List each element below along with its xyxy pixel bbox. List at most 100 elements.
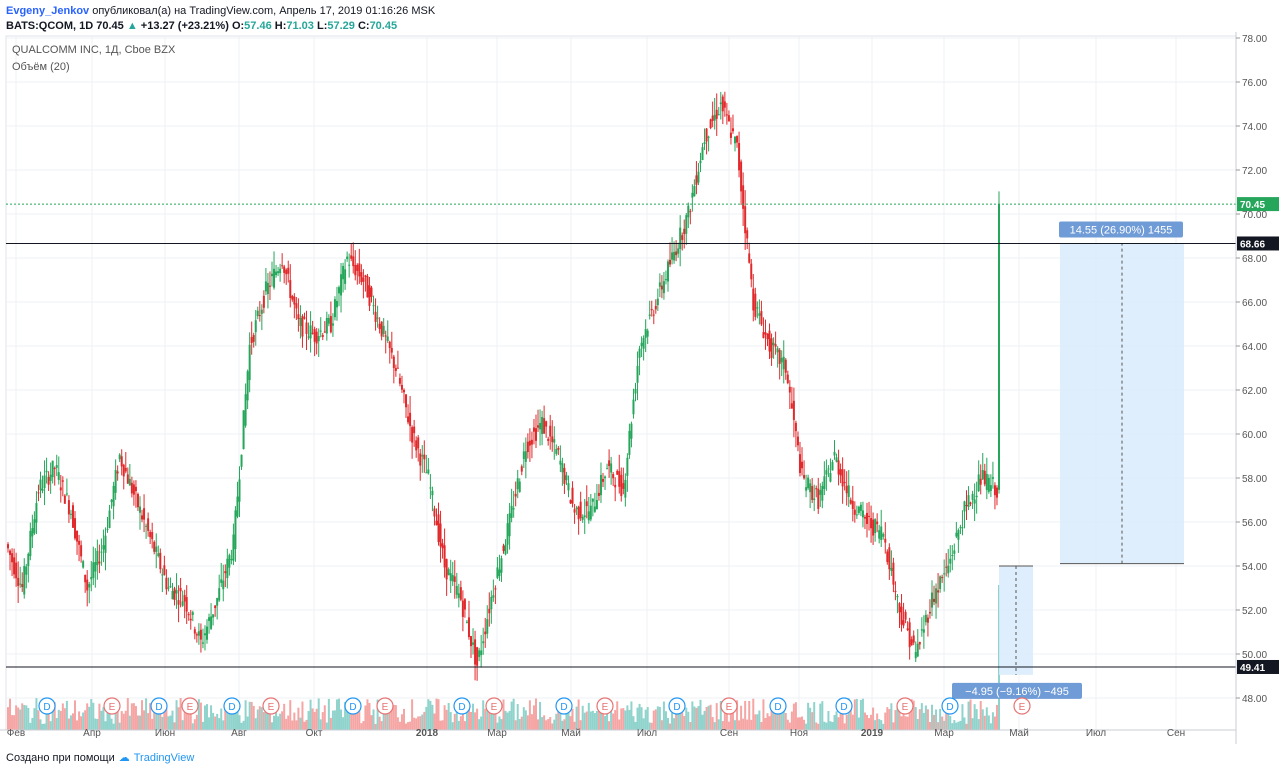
candle-body [599, 474, 602, 496]
volume-bar [699, 699, 702, 730]
candle-body [484, 631, 487, 635]
candle-body [975, 495, 978, 498]
event-marker-label: D [560, 702, 567, 713]
candle-body [945, 566, 948, 568]
candle-body [870, 518, 873, 529]
candle-body [534, 428, 537, 441]
candle-body [171, 591, 174, 600]
candle-body [693, 186, 696, 197]
volume-bar [344, 702, 347, 730]
candle-body [551, 436, 554, 443]
volume-bar [419, 716, 422, 730]
volume-bar [933, 714, 936, 730]
volume-bar [697, 706, 700, 730]
volume-bar [273, 715, 276, 730]
candle-body [758, 313, 761, 316]
candle-body [695, 175, 698, 185]
volume-bar [392, 704, 395, 730]
candle-body [831, 462, 834, 471]
volume-bar [573, 721, 576, 730]
candle-body [230, 558, 233, 561]
candle-body [908, 622, 911, 648]
volume-bar [29, 722, 32, 730]
candle-body [894, 590, 897, 593]
price-tick-label: 72.00 [1242, 166, 1267, 177]
candle-body [136, 494, 139, 508]
volume-bar [348, 708, 351, 730]
candle-body [662, 281, 665, 294]
candle-body [949, 558, 952, 564]
publish-line: Evgeny_Jenkov опубликовал(а) на TradingV… [6, 4, 435, 19]
candle-body [268, 285, 271, 287]
candle-body [585, 501, 588, 507]
volume-bar [407, 722, 410, 730]
candle-body [370, 287, 373, 297]
volume-bar [234, 709, 237, 730]
volume-bar [364, 705, 367, 730]
volume-bar [752, 698, 755, 730]
volume-bar [61, 703, 64, 730]
volume-bar [602, 700, 605, 730]
volume-bar [983, 715, 986, 730]
candle-body [993, 485, 996, 496]
candle-body [835, 457, 838, 462]
volume-bar [855, 698, 858, 730]
volume-bar [86, 703, 89, 730]
last-price-tag-label: 70.45 [1240, 200, 1265, 211]
volume-bar [555, 713, 558, 730]
candle-body [378, 323, 381, 330]
volume-bar [47, 711, 50, 730]
dividend-marker [38, 697, 56, 715]
candle-body [163, 565, 166, 575]
candle-body [45, 470, 48, 473]
candle-body [472, 642, 475, 645]
volume-bar [244, 700, 247, 730]
candle-body [27, 553, 30, 567]
volume-bar [486, 708, 489, 730]
candle-body [991, 477, 994, 479]
candle-body [488, 608, 491, 614]
volume-bar [141, 700, 144, 730]
candle-body [926, 617, 929, 623]
candle-body [522, 451, 525, 459]
volume-bar [914, 707, 917, 730]
candle-body [490, 596, 493, 610]
volume-bar [488, 702, 491, 730]
volume-bar [949, 715, 952, 730]
price-chart[interactable]: 14.55 (26.90%) 1455 −4.95 (−9.16%) −495 7… [0, 32, 1280, 746]
volume-bar [721, 721, 724, 730]
volume-bar [323, 705, 326, 730]
volume-bar [226, 708, 229, 730]
candle-body [429, 487, 432, 489]
candle-body [839, 469, 842, 476]
volume-bar [313, 711, 316, 730]
price-change: +13.27 (+23.21%) [140, 20, 229, 32]
tradingview-logo-icon[interactable]: ☁ [118, 752, 130, 764]
close-label: C: [357, 20, 370, 32]
candle-body [849, 499, 852, 504]
candle-body [687, 205, 690, 218]
volume-bar [514, 720, 517, 730]
volume-bar [279, 713, 282, 730]
candle-body [175, 590, 178, 594]
volume-bar [587, 702, 590, 730]
time-axis[interactable]: Фев Апр Июн Авг Окт 2018 Мар Май Июл Сен Ноя 2019 Ма… [0, 728, 1236, 739]
volume-bar [811, 712, 814, 730]
volume-bar [35, 698, 38, 730]
candle-body [222, 580, 225, 590]
price-axis[interactable]: 78.00 76.00 74.00 72.00 70.00 68.00 66.00 64.00… [1235, 32, 1267, 744]
candle-body [232, 534, 235, 561]
volume-bar [861, 698, 864, 730]
candle-body [315, 331, 318, 344]
price-tick-label: 54.00 [1242, 562, 1267, 573]
candle-body [900, 606, 903, 625]
tradingview-link[interactable]: TradingView [133, 751, 195, 764]
volume-bar [368, 702, 371, 730]
candle-body [203, 633, 206, 636]
candle-body [654, 305, 657, 310]
candle-body [423, 454, 426, 460]
volume-bar [618, 719, 621, 730]
author-link[interactable]: Evgeny_Jenkov [6, 5, 90, 17]
volume-bar [632, 716, 635, 730]
candle-body [55, 465, 58, 468]
